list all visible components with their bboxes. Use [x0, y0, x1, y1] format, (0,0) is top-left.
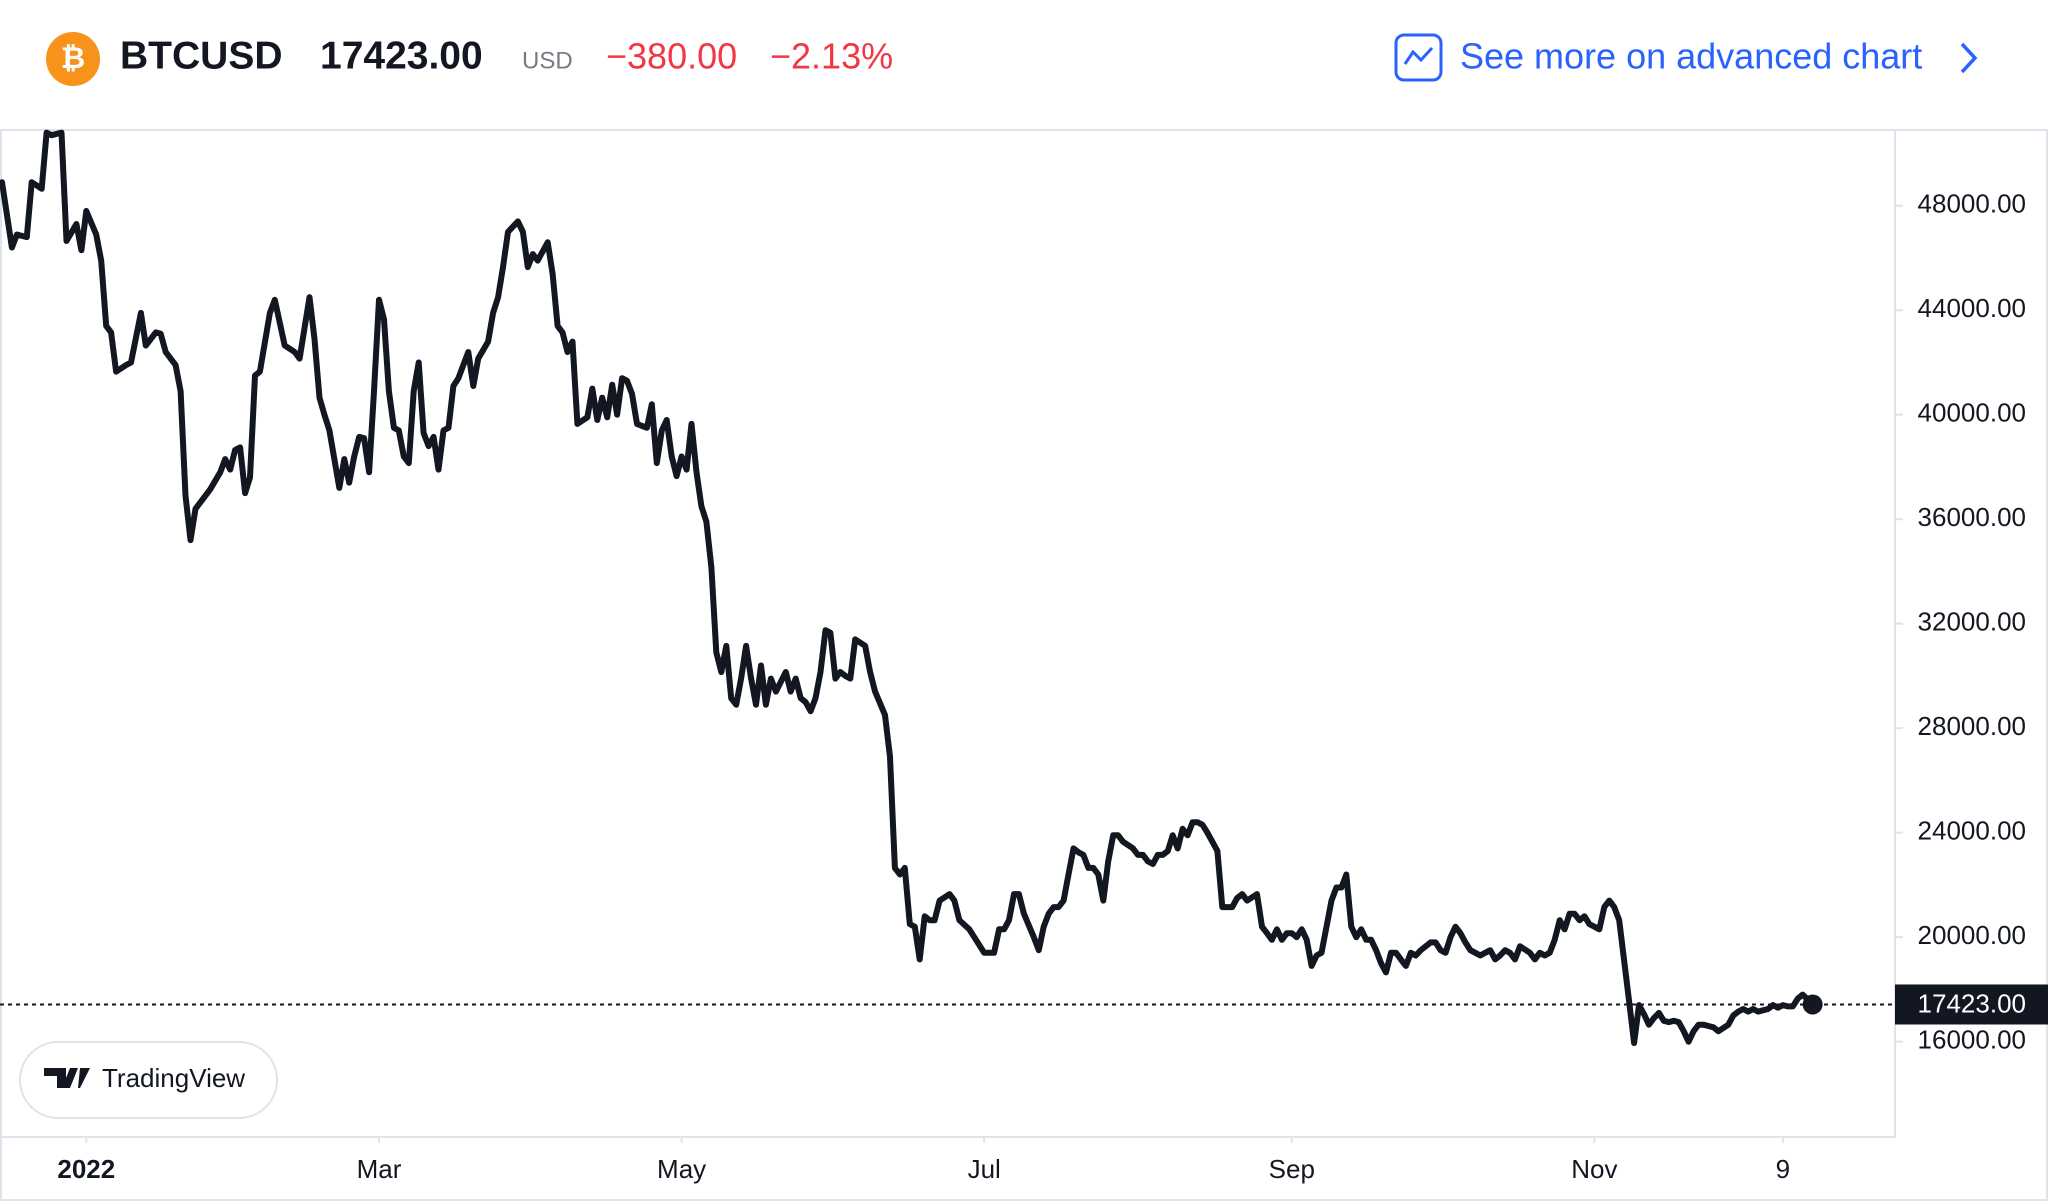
- watermark-text: TradingView: [102, 1063, 245, 1093]
- last-price-label: 17423.00: [1918, 988, 2026, 1018]
- link-icon: [1394, 33, 1443, 82]
- y-tick-label: 44000.00: [1918, 293, 2026, 323]
- chevron: [1960, 42, 1978, 74]
- advanced-chart-link[interactable]: See more on advanced chart: [1394, 33, 1978, 82]
- change: −380.00: [606, 36, 737, 77]
- link-icon-line: [1403, 46, 1434, 65]
- y-tick-label: 16000.00: [1918, 1025, 2026, 1055]
- x-tick-label: 2022: [57, 1154, 115, 1184]
- header: ₿ BTCUSD 17423.00 USD −380.00 −2.13% See…: [46, 32, 1978, 86]
- x-tick-label: Mar: [357, 1154, 402, 1184]
- last-point: [1802, 994, 1823, 1015]
- change-percent: −2.13%: [770, 36, 893, 77]
- watermark-logo: [44, 1068, 90, 1088]
- price-line: [0, 129, 1816, 1046]
- price: 17423.00: [320, 34, 483, 77]
- x-tick-label: Sep: [1269, 1154, 1315, 1184]
- plot: [0, 129, 1895, 1046]
- y-tick-label: 28000.00: [1918, 711, 2026, 741]
- x-tick-label: 9: [1776, 1154, 1790, 1184]
- y-tick-label: 48000.00: [1918, 189, 2026, 219]
- x-tick-label: Jul: [968, 1154, 1001, 1184]
- y-tick-label: 20000.00: [1918, 920, 2026, 950]
- coin-glyph: ₿: [61, 42, 85, 75]
- watermark: TradingView: [19, 1041, 278, 1119]
- y-tick-label: 32000.00: [1918, 607, 2026, 637]
- x-tick-label: Nov: [1571, 1154, 1617, 1184]
- link-text: See more on advanced chart: [1460, 36, 1922, 77]
- y-tick-label: 36000.00: [1918, 502, 2026, 532]
- y-tick-label: 40000.00: [1918, 398, 2026, 428]
- currency: USD: [522, 47, 573, 74]
- y-tick-label: 24000.00: [1918, 816, 2026, 846]
- watermark-badge: [19, 1041, 278, 1119]
- x-tick-label: May: [657, 1154, 706, 1184]
- symbol: BTCUSD: [120, 34, 283, 77]
- last-price-box: [1895, 984, 2048, 1025]
- coin-icon: [46, 32, 100, 86]
